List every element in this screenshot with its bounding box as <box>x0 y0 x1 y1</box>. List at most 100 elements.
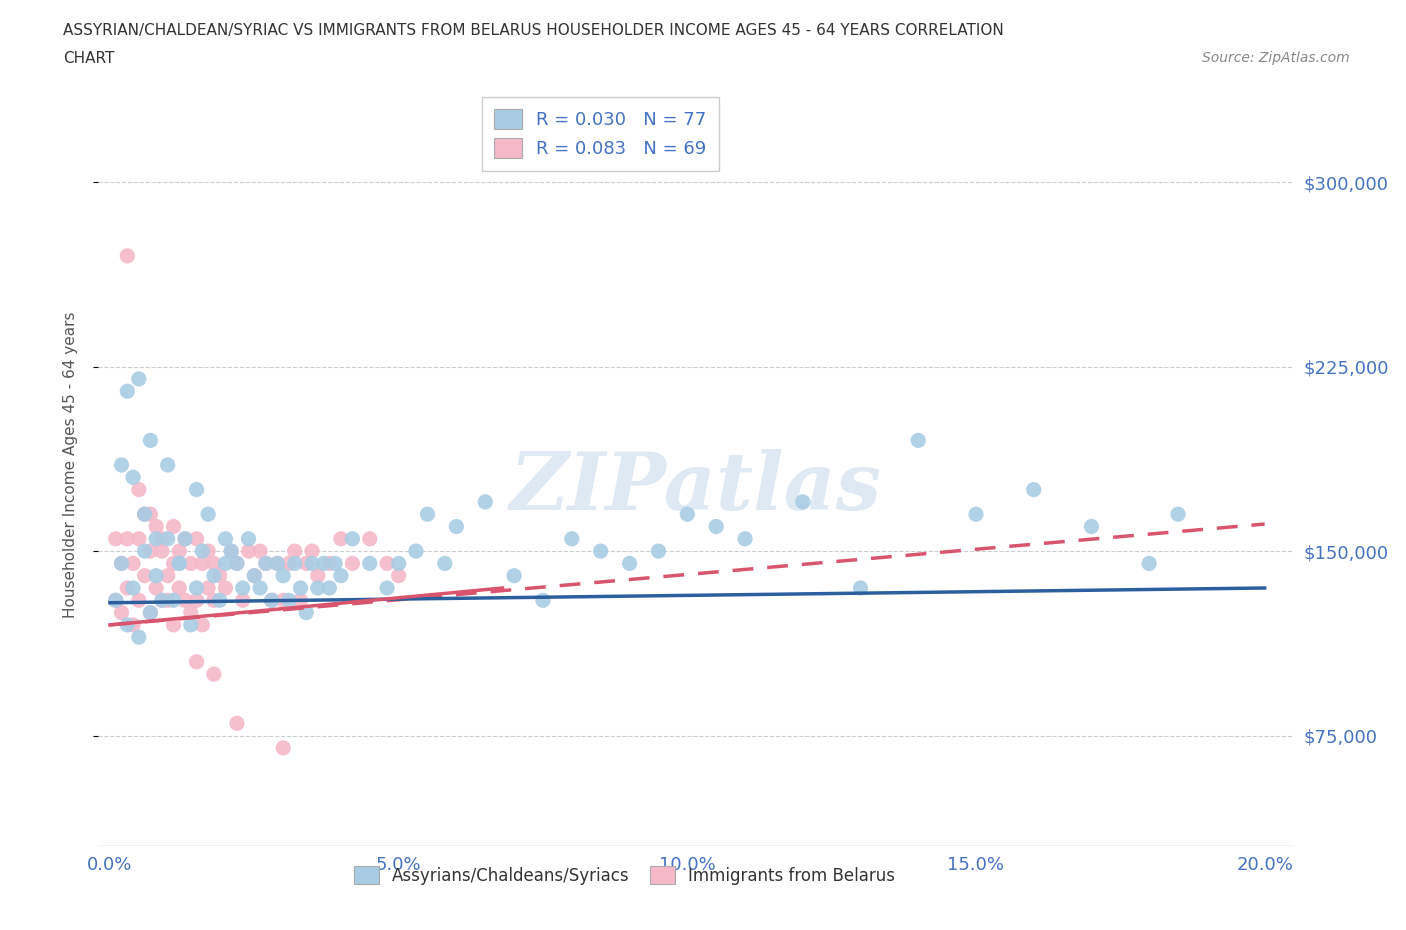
Point <box>307 580 329 595</box>
Point <box>342 556 364 571</box>
Point <box>134 544 156 559</box>
Text: CHART: CHART <box>63 51 115 66</box>
Point <box>117 618 139 632</box>
Point <box>433 556 456 571</box>
Point <box>619 556 641 571</box>
Point <box>197 507 219 522</box>
Point <box>734 531 756 546</box>
Y-axis label: Householder Income Ages 45 - 64 years: Householder Income Ages 45 - 64 years <box>63 312 77 618</box>
Point <box>312 556 335 571</box>
Legend: Assyrians/Chaldeans/Syriacs, Immigrants from Belarus: Assyrians/Chaldeans/Syriacs, Immigrants … <box>347 859 901 891</box>
Point <box>202 568 225 583</box>
Point <box>254 556 277 571</box>
Point <box>307 568 329 583</box>
Point <box>416 507 439 522</box>
Point <box>174 531 197 546</box>
Point <box>134 568 156 583</box>
Point <box>139 605 162 620</box>
Point <box>589 544 612 559</box>
Point <box>117 531 139 546</box>
Point <box>150 531 173 546</box>
Point <box>301 544 323 559</box>
Point <box>167 580 190 595</box>
Point <box>150 592 173 607</box>
Point <box>186 592 208 607</box>
Point <box>202 556 225 571</box>
Point <box>128 482 150 497</box>
Point <box>446 519 468 534</box>
Point <box>375 556 398 571</box>
Point <box>128 531 150 546</box>
Point <box>145 580 167 595</box>
Point <box>243 568 266 583</box>
Point <box>110 556 132 571</box>
Point <box>359 556 381 571</box>
Point <box>647 544 669 559</box>
Point <box>388 556 411 571</box>
Point <box>139 507 162 522</box>
Point <box>359 531 381 546</box>
Point <box>1137 556 1160 571</box>
Point <box>122 618 145 632</box>
Point <box>474 495 496 510</box>
Point <box>117 580 139 595</box>
Point <box>156 568 179 583</box>
Point <box>271 568 294 583</box>
Point <box>278 592 301 607</box>
Point <box>145 531 167 546</box>
Point <box>318 580 340 595</box>
Point <box>849 580 872 595</box>
Point <box>156 458 179 472</box>
Point <box>1022 482 1045 497</box>
Point <box>243 568 266 583</box>
Point <box>110 556 132 571</box>
Point <box>266 556 288 571</box>
Point <box>117 384 139 399</box>
Point <box>238 531 260 546</box>
Point <box>167 556 190 571</box>
Point <box>110 458 132 472</box>
Point <box>323 556 346 571</box>
Point <box>375 580 398 595</box>
Text: ZIPatlas: ZIPatlas <box>510 449 882 526</box>
Point <box>134 507 156 522</box>
Point <box>271 740 294 755</box>
Text: ASSYRIAN/CHALDEAN/SYRIAC VS IMMIGRANTS FROM BELARUS HOUSEHOLDER INCOME AGES 45 -: ASSYRIAN/CHALDEAN/SYRIAC VS IMMIGRANTS F… <box>63 23 1004 38</box>
Point <box>134 507 156 522</box>
Point <box>167 544 190 559</box>
Point <box>156 592 179 607</box>
Point <box>162 519 184 534</box>
Point <box>139 605 162 620</box>
Point <box>104 531 127 546</box>
Point <box>792 495 814 510</box>
Point <box>197 544 219 559</box>
Point <box>342 531 364 546</box>
Point <box>405 544 427 559</box>
Point <box>162 556 184 571</box>
Point <box>266 556 288 571</box>
Point <box>249 580 271 595</box>
Point <box>150 592 173 607</box>
Point <box>214 531 236 546</box>
Point <box>186 482 208 497</box>
Point <box>167 556 190 571</box>
Point <box>284 544 307 559</box>
Point <box>117 248 139 263</box>
Point <box>329 568 352 583</box>
Point <box>260 592 283 607</box>
Point <box>704 519 727 534</box>
Point <box>104 592 127 607</box>
Point <box>197 580 219 595</box>
Point <box>145 519 167 534</box>
Point <box>301 556 323 571</box>
Point <box>162 592 184 607</box>
Point <box>122 556 145 571</box>
Point <box>180 605 202 620</box>
Point <box>145 568 167 583</box>
Point <box>1167 507 1189 522</box>
Point <box>284 556 307 571</box>
Point <box>128 371 150 386</box>
Point <box>128 630 150 644</box>
Point <box>249 544 271 559</box>
Point <box>191 544 214 559</box>
